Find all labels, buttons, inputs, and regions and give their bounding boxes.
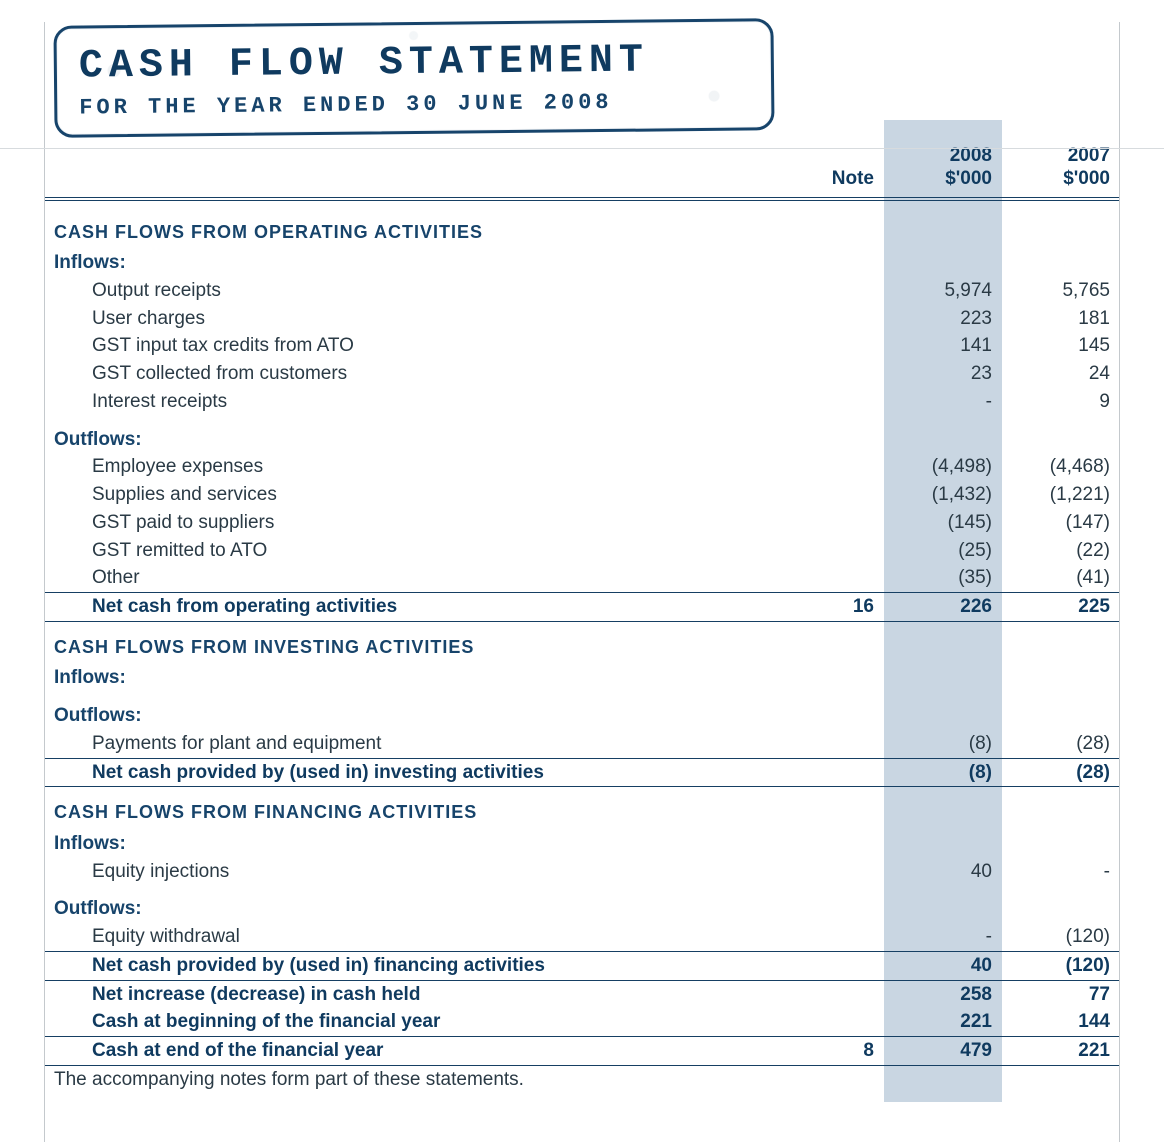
col-2007: 2007 $'000 bbox=[1002, 120, 1120, 199]
row-summary-0: Net increase (decrease) in cash held 258… bbox=[44, 980, 1120, 1008]
row-summary-1: Cash at beginning of the financial year … bbox=[44, 1008, 1120, 1036]
doc-title: CASH FLOW STATEMENT bbox=[79, 38, 743, 90]
section-operating-heading: CASH FLOWS FROM OPERATING ACTIVITIES bbox=[44, 207, 814, 246]
subhead-op-inflows: Inflows: bbox=[44, 245, 1120, 277]
col-2007-year: 2007 bbox=[1012, 146, 1110, 167]
row-fin-in-0: Equity injections40- bbox=[44, 858, 1120, 886]
col-note: Note bbox=[814, 120, 884, 199]
subhead-op-outflows: Outflows: bbox=[44, 416, 1120, 454]
row-op-out-0: Employee expenses(4,498)(4,468) bbox=[44, 453, 1120, 481]
col-2008-year: 2008 bbox=[894, 146, 992, 167]
subhead-fin-inflows: Inflows: bbox=[44, 826, 1120, 858]
spacer bbox=[44, 199, 1120, 207]
spacer bbox=[44, 1094, 1120, 1102]
row-inv-out-0: Payments for plant and equipment(8)(28) bbox=[44, 730, 1120, 758]
page: CASH FLOW STATEMENT FOR THE YEAR ENDED 3… bbox=[0, 22, 1164, 1142]
title-stamp: CASH FLOW STATEMENT FOR THE YEAR ENDED 3… bbox=[53, 18, 774, 138]
row-fin-out-0: Equity withdrawal-(120) bbox=[44, 923, 1120, 951]
col-2008-unit: $'000 bbox=[894, 167, 992, 191]
col-2008: 2008 $'000 bbox=[884, 120, 1002, 199]
footnote-row: The accompanying notes form part of thes… bbox=[44, 1065, 1120, 1093]
row-op-out-4: Other(35)(41) bbox=[44, 564, 1120, 592]
doc-subtitle: FOR THE YEAR ENDED 30 JUNE 2008 bbox=[79, 89, 743, 121]
row-op-in-0: Output receipts5,9745,765 bbox=[44, 277, 1120, 305]
section-financing: CASH FLOWS FROM FINANCING ACTIVITIES bbox=[44, 787, 1120, 826]
row-op-total: Net cash from operating activities 16 22… bbox=[44, 593, 1120, 622]
subhead-fin-outflows: Outflows: bbox=[44, 885, 1120, 923]
subhead-inv-inflows: Inflows: bbox=[44, 660, 1120, 692]
section-operating: CASH FLOWS FROM OPERATING ACTIVITIES bbox=[44, 207, 1120, 246]
row-inv-total: Net cash provided by (used in) investing… bbox=[44, 758, 1120, 787]
row-op-in-3: GST collected from customers2324 bbox=[44, 360, 1120, 388]
row-op-in-2: GST input tax credits from ATO141145 bbox=[44, 332, 1120, 360]
section-investing: CASH FLOWS FROM INVESTING ACTIVITIES bbox=[44, 621, 1120, 660]
cash-flow-table: Note 2008 $'000 2007 $'000 CASH FLOWS FR… bbox=[44, 120, 1120, 1102]
col-2007-unit: $'000 bbox=[1012, 167, 1110, 191]
row-closing: Cash at end of the financial year 8 479 … bbox=[44, 1037, 1120, 1066]
row-op-in-4: Interest receipts-9 bbox=[44, 388, 1120, 416]
row-op-out-1: Supplies and services(1,432)(1,221) bbox=[44, 481, 1120, 509]
subhead-inv-outflows: Outflows: bbox=[44, 692, 1120, 730]
footnote-text: The accompanying notes form part of thes… bbox=[44, 1065, 814, 1093]
frame-rule-right bbox=[1119, 22, 1120, 1142]
row-op-out-2: GST paid to suppliers(145)(147) bbox=[44, 509, 1120, 537]
frame-rule-top bbox=[0, 148, 1164, 149]
frame-rule-left bbox=[44, 22, 45, 1142]
row-fin-total: Net cash provided by (used in) financing… bbox=[44, 951, 1120, 980]
row-op-in-1: User charges223181 bbox=[44, 305, 1120, 333]
row-op-out-3: GST remitted to ATO(25)(22) bbox=[44, 537, 1120, 565]
